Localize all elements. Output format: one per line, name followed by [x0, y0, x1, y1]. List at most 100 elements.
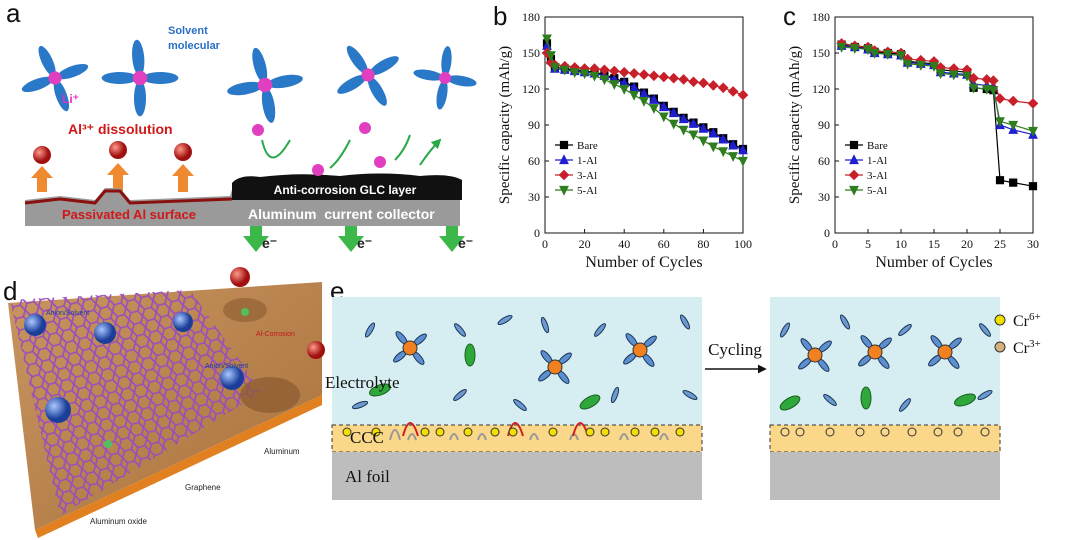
annotation: Cycling: [708, 340, 762, 359]
panel-e-shape-shape: [795, 427, 805, 437]
y-tick-label: 0: [534, 226, 540, 240]
marker: [589, 71, 600, 82]
panel-a-shape: [374, 156, 386, 168]
marker: [579, 69, 590, 80]
marker: [698, 136, 709, 147]
panel-e-shape-shape: [675, 427, 685, 437]
marker: [708, 127, 719, 138]
x-tick-label: 40: [618, 237, 630, 251]
panel-e-shape: [332, 452, 702, 500]
annotation: molecular: [168, 40, 221, 52]
series-line: [546, 38, 744, 162]
marker: [988, 86, 999, 96]
marker: [608, 65, 620, 77]
legend-label: 5-Al: [577, 185, 597, 197]
marker: [569, 68, 580, 78]
x-tick-label: 10: [895, 237, 907, 251]
marker: [981, 74, 993, 85]
marker: [995, 117, 1005, 128]
panel-a-shape: [401, 35, 489, 122]
marker: [698, 77, 709, 89]
panel-e-shape: [994, 341, 1006, 353]
panel-d-shape: [173, 312, 193, 332]
marker: [968, 83, 979, 94]
panel-a-shape: [109, 141, 127, 159]
panel-a-shape: [232, 173, 462, 200]
marker: [737, 89, 749, 101]
annotation: Li⁺: [62, 92, 79, 106]
marker: [648, 70, 660, 82]
y-tick-label: 0: [824, 226, 830, 240]
annotation: Graphene: [185, 483, 221, 492]
annotation: e⁻: [458, 235, 473, 251]
marker: [962, 71, 972, 82]
panel-e-shape: [464, 343, 476, 367]
marker: [968, 72, 979, 84]
marker: [836, 42, 847, 53]
marker: [678, 113, 689, 124]
series-line: [546, 52, 744, 96]
panel-d-shape: [45, 397, 71, 423]
marker: [678, 125, 689, 136]
y-tick-label: 90: [528, 118, 540, 132]
legend-marker: [849, 185, 859, 196]
marker: [648, 104, 659, 114]
marker: [1027, 98, 1039, 109]
x-tick-label: 60: [658, 237, 670, 251]
panel-d-shape: [24, 314, 46, 336]
marker: [948, 70, 959, 81]
legend-label-shape: Cr: [1013, 313, 1030, 330]
legend-label: Cr3+: [1013, 338, 1041, 357]
marker: [902, 59, 913, 70]
legend-marker: [559, 185, 569, 196]
panel-e-shape-shape: [855, 427, 865, 437]
marker: [994, 93, 1006, 104]
panel-e-shape-shape: [508, 427, 518, 437]
legend-label: 1-Al: [577, 155, 597, 167]
panel-e-shape-shape: [780, 427, 790, 437]
marker: [639, 96, 649, 107]
panel-e-shape: [769, 424, 1001, 453]
marker: [738, 144, 748, 155]
marker: [718, 147, 729, 158]
panel-d-shape: [307, 341, 325, 359]
panel-e-shape: [780, 427, 990, 437]
x-tick-label: 80: [697, 237, 709, 251]
marker: [648, 94, 659, 104]
marker: [728, 152, 739, 162]
annotation: Anion/Solvent: [205, 363, 248, 370]
panel-a-shape: [220, 41, 310, 130]
y-tick-label: 150: [812, 46, 830, 60]
panel-a-shape: [327, 35, 409, 116]
x-tick-label: 20: [579, 237, 591, 251]
panel-e-shape-shape: [825, 427, 835, 437]
marker: [678, 74, 689, 85]
x-axis-label: Number of Cycles: [585, 254, 702, 271]
annotation: Aluminum: [264, 447, 300, 456]
layer-label: CCC: [350, 428, 384, 447]
panel-e-shape-shape: [933, 427, 943, 437]
layer-label: Al foil: [345, 467, 390, 486]
annotation: Al³⁺ dissolution: [68, 121, 173, 137]
x-tick-label: 15: [928, 237, 940, 251]
marker: [727, 86, 739, 97]
marker: [668, 72, 680, 84]
panel-d-shape: [230, 267, 250, 287]
chart: c 0 30 60 90 120 150 180 0 5 10 15 20 25 30 Number of C…: [783, 1, 1039, 271]
marker: [549, 63, 560, 74]
panel-e-shape-shape: [463, 427, 473, 437]
marker: [1009, 178, 1018, 187]
chart: b 0 30 60 90 120 150 180 0 20 40 60 80 100 Number of C…: [493, 1, 752, 271]
marker: [599, 64, 610, 76]
marker: [658, 101, 669, 112]
marker: [738, 156, 748, 167]
panel-a-shape: [24, 189, 233, 205]
marker: [599, 75, 610, 86]
panel-a-shape: [252, 124, 264, 136]
marker: [668, 119, 679, 130]
panel-d-shape: [241, 308, 249, 316]
panel-a-shape: [20, 43, 90, 113]
marker: [638, 69, 650, 80]
y-tick-label: 90: [818, 118, 830, 132]
